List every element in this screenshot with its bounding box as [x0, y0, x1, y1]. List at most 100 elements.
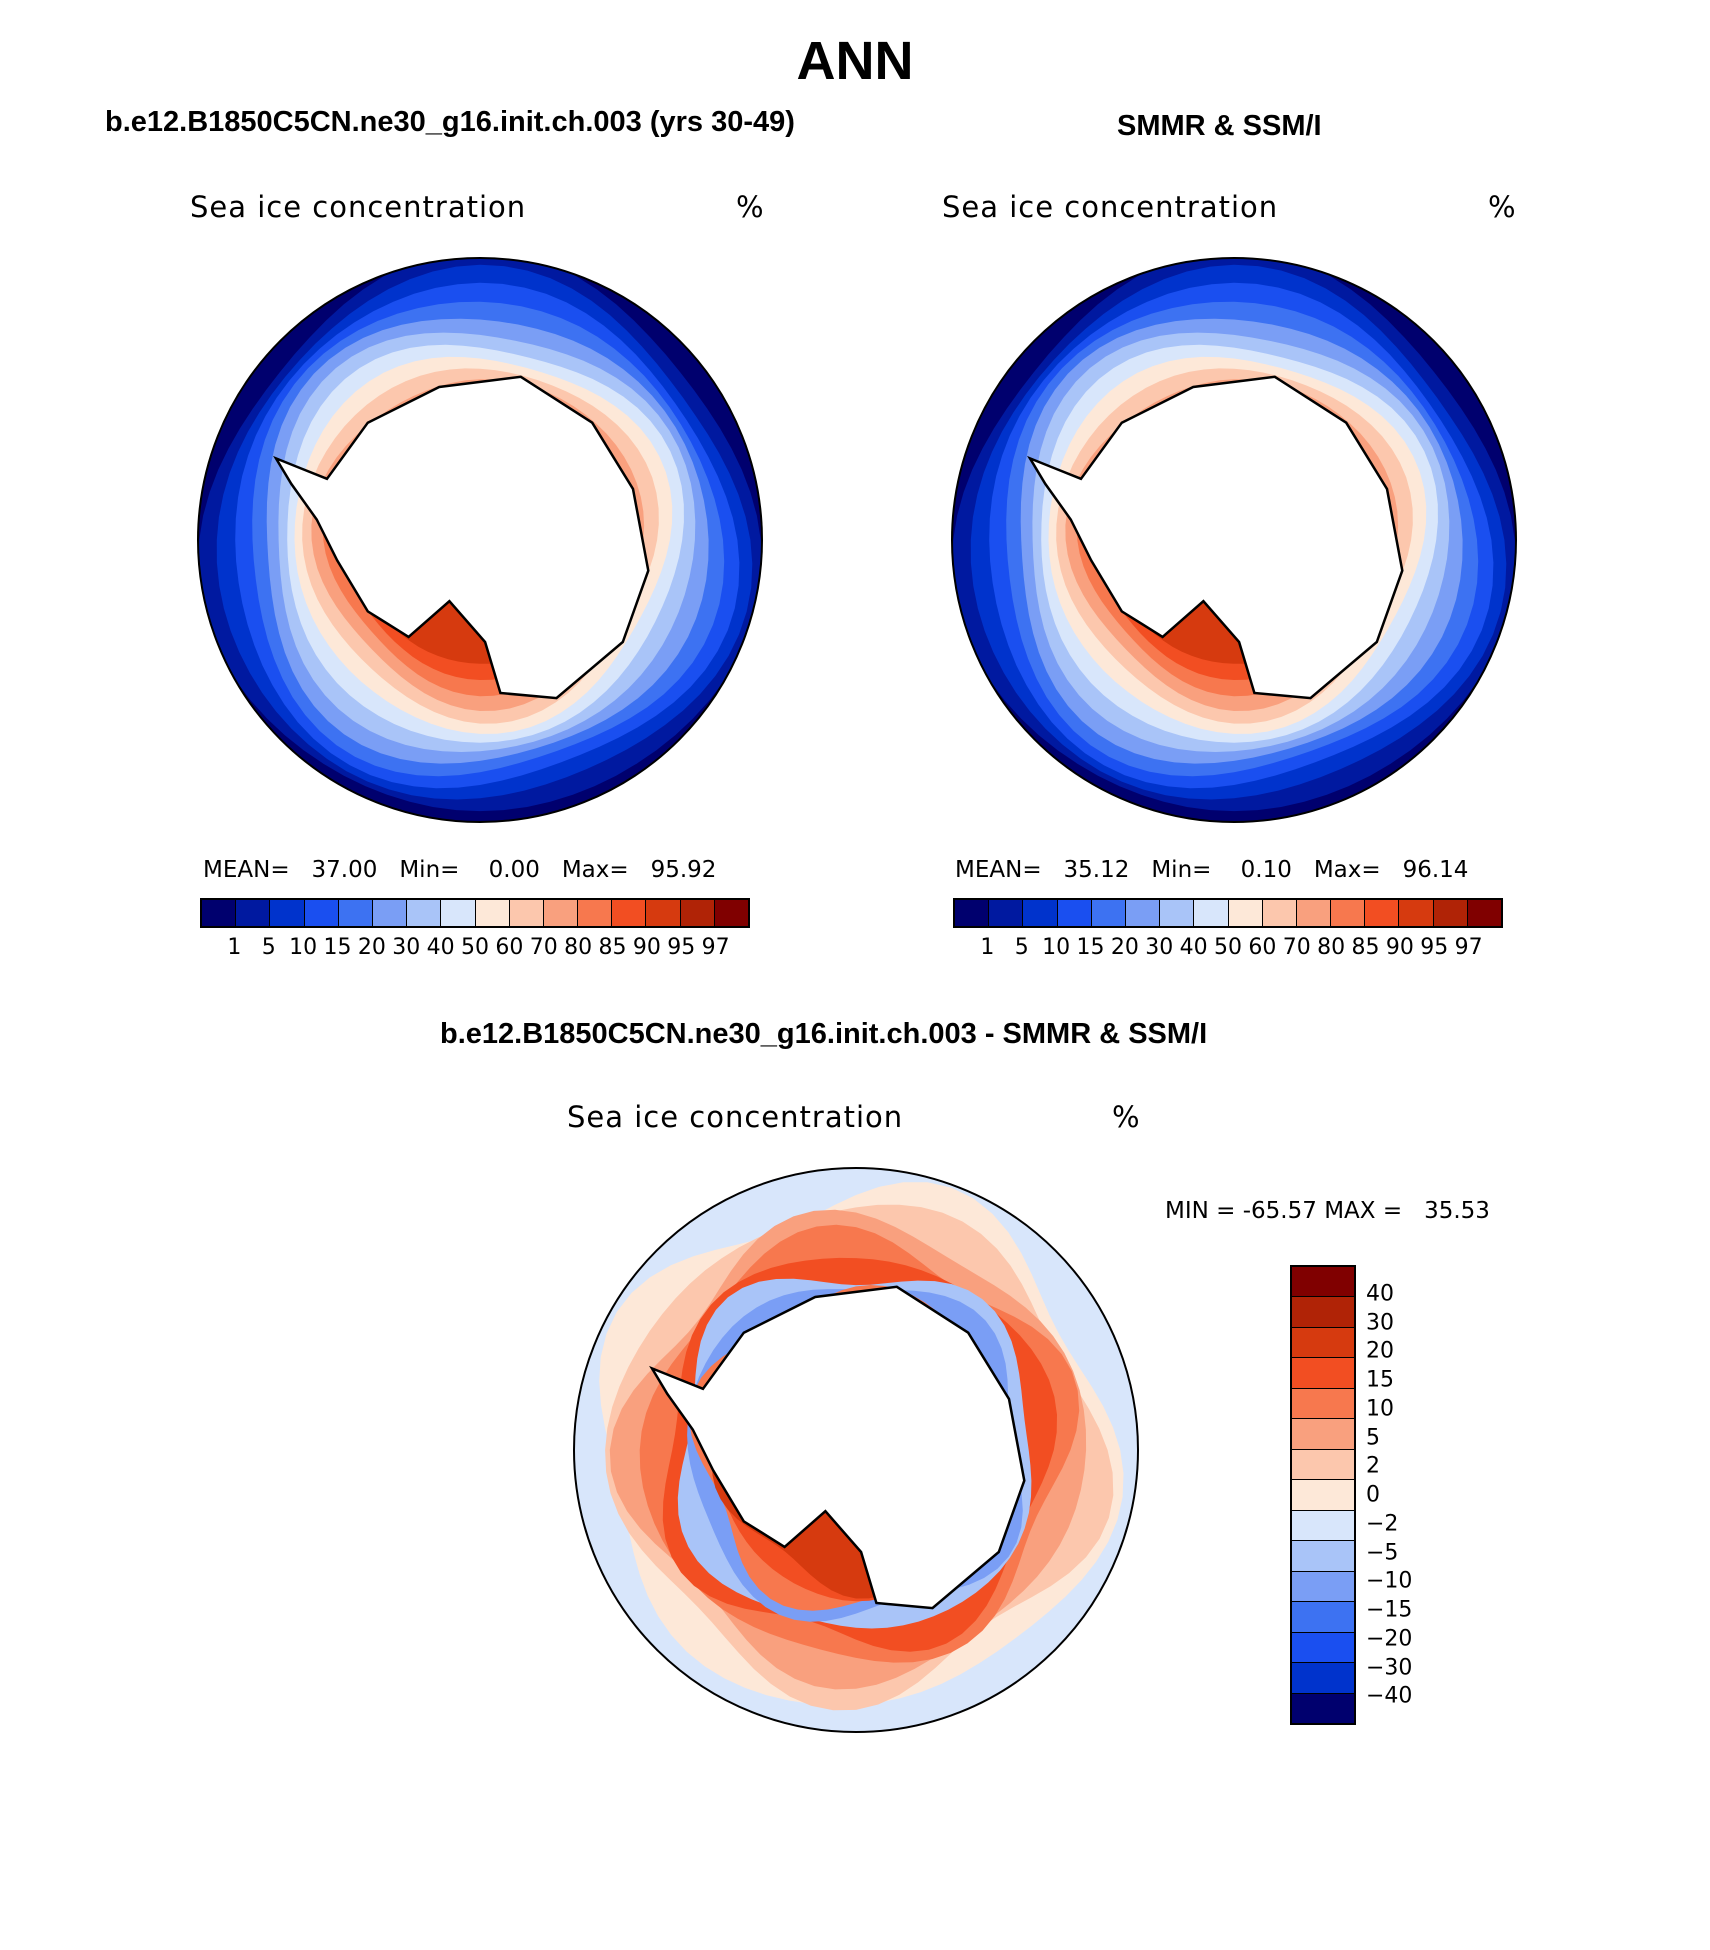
- colorbar-tick-label: 30: [1366, 1310, 1394, 1335]
- panel1-mean: 37.00: [311, 857, 378, 883]
- panel2-min: 0.10: [1240, 857, 1292, 883]
- colorbar-box-11: [1331, 900, 1366, 926]
- colorbar-tick-label: 15: [1366, 1367, 1394, 1393]
- panel2-title: SMMR & SSM/I: [1117, 110, 1322, 142]
- colorbar-box-3: [1292, 1358, 1354, 1389]
- colorbar-box-9: [1262, 900, 1297, 926]
- colorbar-tick-label: 30: [392, 935, 421, 960]
- colorbar-box-12: [1365, 900, 1400, 926]
- colorbar-tick-label: 70: [529, 935, 558, 960]
- colorbar-tick-label: 5: [261, 935, 276, 960]
- colorbar-tick-label: 90: [1385, 935, 1414, 960]
- panel3-colorbar-ticks: 40 30 20 15 10 5 2 0 −2 −5 −10 −15 −20 −30 −40: [1366, 1265, 1486, 1725]
- panel3-units: %: [1112, 1100, 1140, 1134]
- panel1-frame: [197, 257, 763, 823]
- colorbar-box-6: [1292, 1449, 1354, 1481]
- colorbar-tick-label: 40: [1366, 1281, 1394, 1307]
- colorbar-tick-label: 50: [461, 935, 489, 960]
- panel3-max: 35.53: [1424, 1198, 1490, 1224]
- colorbar-box-4: [1292, 1388, 1354, 1420]
- colorbar-box-0: [1292, 1267, 1354, 1298]
- colorbar-box-10: [543, 900, 579, 926]
- colorbar-box-5: [372, 900, 408, 926]
- colorbar-tick-label: 40: [1179, 935, 1208, 960]
- colorbar-tick-label: 60: [1248, 935, 1277, 960]
- colorbar-box-12: [612, 900, 647, 926]
- colorbar-tick-label: 2: [1366, 1453, 1380, 1479]
- panel2-mean-label: MEAN=: [955, 857, 1042, 883]
- colorbar-tick-label: 30: [1145, 935, 1174, 960]
- colorbar-box-3: [1057, 900, 1092, 926]
- colorbar-tick-label: 15: [1076, 935, 1105, 960]
- colorbar-box-8: [475, 900, 510, 926]
- colorbar-box-6: [1160, 900, 1195, 926]
- colorbar-box-13: [646, 900, 681, 926]
- panel3-antarctica: [649, 1285, 1026, 1610]
- colorbar-box-8: [1292, 1510, 1354, 1542]
- colorbar-tick-label: 1: [980, 935, 995, 960]
- panel2-colorbar-ticks: 1 5 10 15 20 30 40 50 60 70 80 85 90 95 97: [953, 935, 1503, 965]
- colorbar-tick-label: 80: [1317, 935, 1346, 960]
- colorbar-box-14: [680, 900, 715, 926]
- colorbar-tick-label: 15: [323, 935, 352, 960]
- panel2-mean: 35.12: [1063, 857, 1130, 883]
- colorbar-tick-label: −40: [1366, 1683, 1413, 1709]
- panel1-title: b.e12.B1850C5CN.ne30_g16.init.ch.003 (yr…: [105, 106, 795, 138]
- panel1-min: 0.00: [488, 857, 540, 883]
- colorbar-box-12: [1292, 1632, 1354, 1664]
- panel2-max: 96.14: [1402, 857, 1469, 883]
- panel1-colorbar-ticks: 1 5 10 15 20 30 40 50 60 70 80 85 90 95 97: [200, 935, 750, 965]
- colorbar-tick-label: 90: [632, 935, 661, 960]
- panel3-min: -65.57: [1242, 1198, 1317, 1224]
- colorbar-tick-label: 60: [495, 935, 524, 960]
- panel2-stats: MEAN= 35.12 Min= 0.10 Max= 96.14: [955, 857, 1468, 883]
- panel3-min-label: MIN =: [1165, 1198, 1236, 1224]
- panel2-colorbar: [953, 898, 1503, 928]
- colorbar-tick-label: 0: [1366, 1482, 1380, 1508]
- panel2-map: [951, 257, 1517, 823]
- main-title: ANN: [796, 31, 914, 91]
- colorbar-tick-label: 95: [667, 935, 696, 960]
- colorbar-tick-label: 85: [598, 935, 627, 960]
- colorbar-tick-label: 85: [1351, 935, 1380, 960]
- panel1-map: [197, 257, 763, 823]
- panel3-frame: [573, 1167, 1139, 1733]
- panel2-ice-field: [951, 257, 1517, 823]
- colorbar-tick-label: −20: [1366, 1626, 1413, 1652]
- colorbar-tick-label: −5: [1366, 1540, 1399, 1565]
- colorbar-box-0: [202, 900, 237, 926]
- panel1-max: 95.92: [650, 857, 717, 883]
- colorbar-box-2: [1023, 900, 1058, 926]
- colorbar-tick-label: 10: [1366, 1396, 1394, 1422]
- colorbar-tick-label: 70: [1282, 935, 1311, 960]
- colorbar-box-8: [1228, 900, 1263, 926]
- colorbar-box-13: [1399, 900, 1434, 926]
- colorbar-box-13: [1292, 1663, 1354, 1694]
- panel1-units: %: [736, 190, 764, 224]
- colorbar-tick-label: 20: [1110, 935, 1139, 960]
- colorbar-tick-label: 10: [289, 935, 318, 960]
- colorbar-box-14: [1433, 900, 1468, 926]
- colorbar-box-7: [441, 900, 476, 926]
- panel1-max-label: Max=: [561, 857, 629, 883]
- panel2-units: %: [1488, 190, 1516, 224]
- colorbar-tick-label: −2: [1366, 1511, 1399, 1537]
- panel2-antarctica: [1027, 375, 1404, 700]
- colorbar-box-14: [1292, 1693, 1354, 1724]
- colorbar-box-1: [1292, 1297, 1354, 1328]
- panel3-map: [573, 1167, 1139, 1733]
- colorbar-box-11: [578, 900, 613, 926]
- colorbar-box-7: [1292, 1480, 1354, 1511]
- colorbar-tick-label: 1: [227, 935, 242, 960]
- colorbar-box-0: [955, 900, 990, 926]
- panel3-title: b.e12.B1850C5CN.ne30_g16.init.ch.003 - S…: [440, 1018, 1208, 1050]
- colorbar-box-4: [338, 900, 373, 926]
- panel2-field-name: Sea ice concentration: [942, 190, 1279, 224]
- panel3-stats: MIN = -65.57 MAX = 35.53: [1165, 1198, 1490, 1224]
- colorbar-box-1: [989, 900, 1024, 926]
- colorbar-box-2: [270, 900, 305, 926]
- colorbar-tick-label: −15: [1366, 1597, 1413, 1623]
- panel3-field-name: Sea ice concentration: [567, 1100, 904, 1134]
- colorbar-tick-label: 95: [1420, 935, 1449, 960]
- colorbar-box-10: [1296, 900, 1332, 926]
